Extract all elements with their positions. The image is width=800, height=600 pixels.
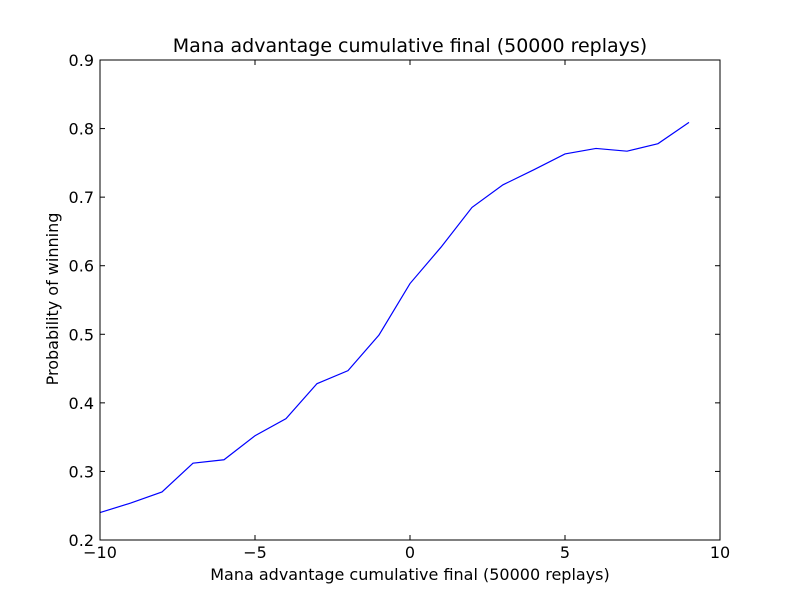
x-axis-ticks: −10 −5 0 5 10 — [83, 60, 730, 562]
y-tick-label: 0.7 — [69, 188, 94, 207]
x-tick-label: 10 — [710, 543, 730, 562]
y-axis-ticks: 0.2 0.3 0.4 0.5 0.6 0.7 0.8 0.9 — [69, 51, 720, 550]
plot-area — [99, 59, 721, 541]
x-tick-label: 0 — [405, 543, 415, 562]
x-axis-label: Mana advantage cumulative final (50000 r… — [210, 565, 610, 584]
chart-title: Mana advantage cumulative final (50000 r… — [173, 35, 647, 57]
y-tick-label: 0.2 — [69, 531, 94, 550]
y-tick-label: 0.8 — [69, 120, 94, 139]
x-tick-label: 5 — [560, 543, 570, 562]
y-tick-label: 0.4 — [69, 394, 94, 413]
axes-background — [100, 60, 720, 540]
series-line — [99, 121, 690, 514]
y-axis-label: Probability of winning — [43, 213, 62, 386]
x-tick-label: −5 — [243, 543, 267, 562]
y-tick-label: 0.5 — [69, 325, 94, 344]
y-tick-label: 0.3 — [69, 462, 94, 481]
y-tick-label: 0.6 — [69, 257, 94, 276]
y-tick-label: 0.9 — [69, 51, 94, 70]
x-tick-label: −10 — [83, 543, 117, 562]
